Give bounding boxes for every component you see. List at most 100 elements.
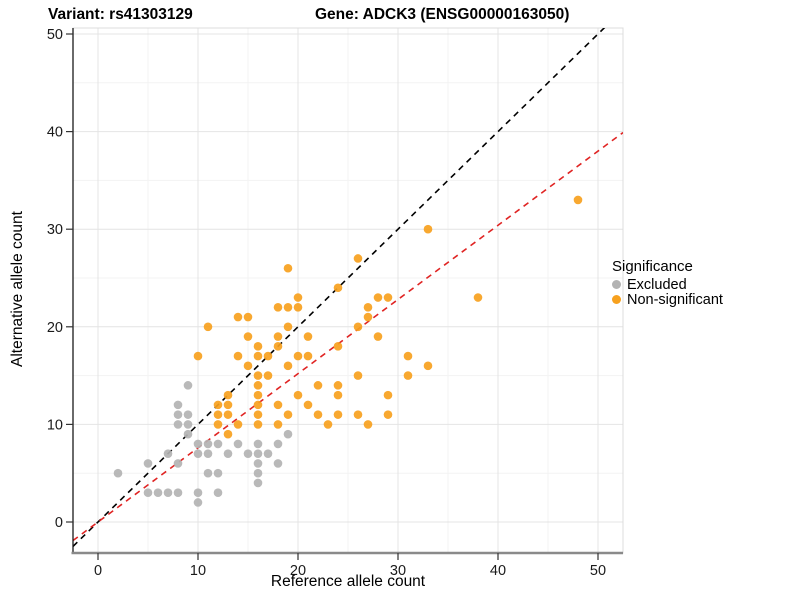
data-point [253, 400, 263, 410]
data-point [283, 322, 293, 332]
data-point [223, 410, 233, 419]
data-point [373, 332, 383, 341]
data-point [243, 449, 253, 458]
data-point [203, 449, 213, 458]
data-point [303, 351, 313, 361]
data-point [243, 361, 253, 371]
data-point [263, 371, 273, 380]
data-point [143, 459, 153, 468]
axis-tick-labels: 0 10 20 30 40 50 0 10 20 30 40 50 [47, 27, 606, 579]
y-tick-label: 50 [47, 27, 63, 43]
x-tick-label: 30 [390, 563, 406, 579]
data-point [153, 488, 163, 498]
non-significant-dot-icon [612, 295, 621, 304]
data-point [253, 371, 263, 380]
data-point [233, 351, 243, 361]
data-point [113, 468, 123, 478]
minor-gridlines [73, 28, 623, 553]
data-point [253, 420, 263, 429]
data-point [473, 293, 483, 302]
data-point [253, 351, 263, 361]
data-point [403, 351, 413, 361]
data-point [213, 420, 223, 429]
data-point [333, 381, 343, 390]
data-point [193, 439, 203, 449]
x-tick-label: 20 [290, 563, 306, 579]
data-point [253, 468, 263, 478]
data-point [353, 371, 363, 380]
data-point [213, 439, 223, 449]
data-point [283, 361, 293, 371]
data-point [313, 410, 323, 419]
data-point [303, 400, 313, 410]
data-point [403, 371, 413, 380]
data-point [283, 263, 293, 273]
data-point [223, 390, 233, 400]
data-point [353, 254, 363, 263]
data-point [383, 390, 393, 400]
legend-title: Significance [612, 258, 693, 275]
data-point [333, 410, 343, 419]
data-point [213, 488, 223, 498]
data-point [253, 381, 263, 390]
data-point [423, 361, 433, 371]
data-point [213, 400, 223, 410]
data-point [253, 342, 263, 351]
data-point [173, 410, 183, 419]
y-tick-label: 30 [47, 222, 63, 238]
data-point [263, 351, 273, 361]
data-point [243, 332, 253, 341]
y-tick-label: 10 [47, 417, 63, 433]
data-point [383, 410, 393, 419]
y-tick-label: 20 [47, 320, 63, 336]
data-point [423, 224, 433, 234]
data-point [353, 410, 363, 419]
data-point [363, 420, 373, 429]
data-point [193, 449, 203, 458]
data-point [173, 488, 183, 498]
data-point [573, 195, 583, 205]
y-axis-title: Alternative allele count [9, 211, 26, 367]
data-point [233, 312, 243, 322]
data-point [323, 420, 333, 429]
data-point [273, 332, 283, 341]
axis-ticks [66, 33, 599, 560]
data-point [273, 459, 283, 468]
data-point [293, 293, 303, 302]
data-point [223, 429, 233, 439]
legend-item-non-significant: Non-significant [612, 291, 723, 308]
data-point [293, 351, 303, 361]
identity-dashed-line [73, 28, 606, 547]
x-tick-label: 50 [590, 563, 606, 579]
data-point [233, 439, 243, 449]
data-point [143, 488, 153, 498]
data-point [273, 342, 283, 351]
data-point [183, 381, 193, 390]
data-point [293, 302, 303, 312]
data-point [283, 429, 293, 439]
data-point [373, 293, 383, 302]
data-point [173, 400, 183, 410]
data-point [253, 439, 263, 449]
data-point [223, 449, 233, 458]
data-point [363, 302, 373, 312]
regression-dashed-line [73, 131, 623, 542]
data-point [213, 468, 223, 478]
data-point [273, 420, 283, 429]
excluded-dot-icon [612, 280, 621, 289]
data-point [253, 449, 263, 458]
legend-item-label: Non-significant [627, 291, 723, 308]
legend-item-excluded: Excluded [612, 277, 723, 293]
x-tick-label: 0 [94, 563, 102, 579]
data-point [163, 449, 173, 458]
data-point [173, 420, 183, 429]
data-point [273, 302, 283, 312]
data-point [193, 498, 203, 507]
data-point [233, 420, 243, 429]
data-point [203, 322, 213, 332]
data-point [163, 488, 173, 498]
data-point [203, 439, 213, 449]
data-point [253, 390, 263, 400]
